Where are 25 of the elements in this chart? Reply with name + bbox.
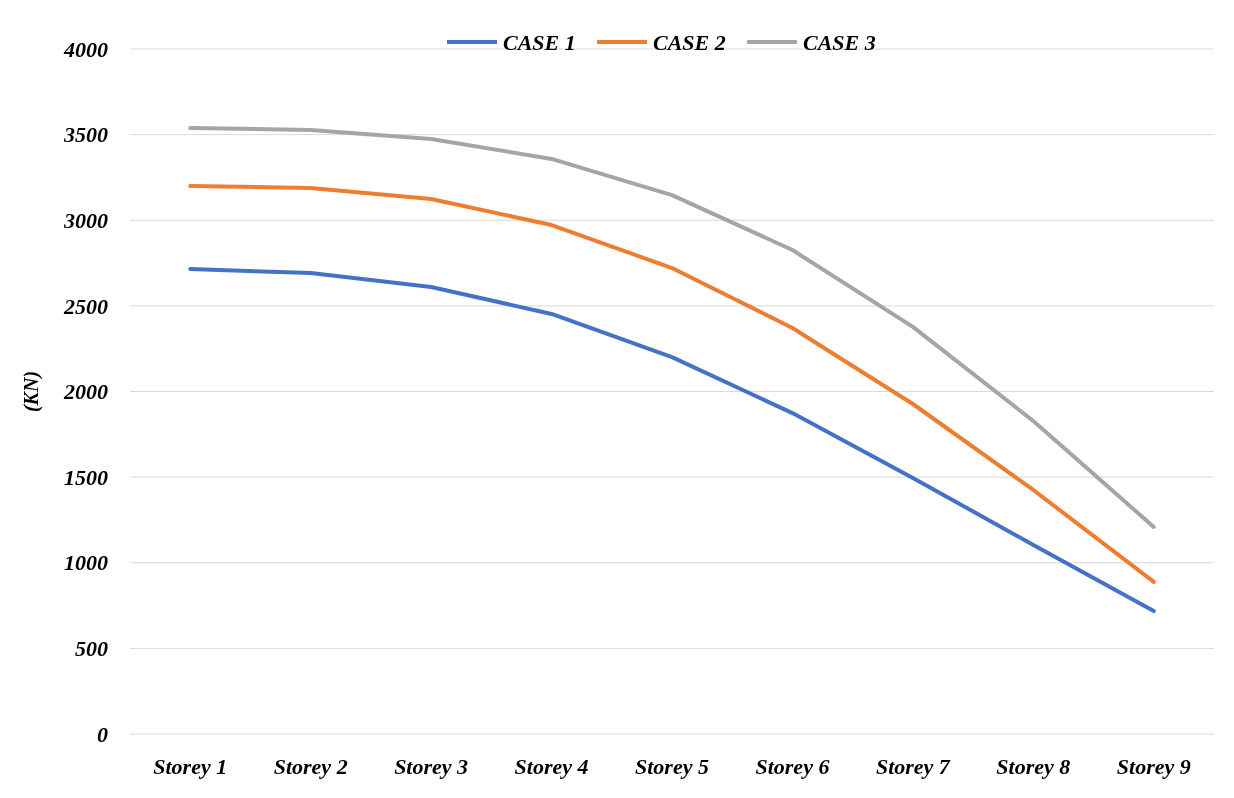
y-tick-label: 1000 — [64, 550, 108, 576]
line-series — [188, 267, 1156, 614]
y-tick-label: 3500 — [63, 122, 108, 148]
y-axis-title: (KN) — [20, 370, 43, 413]
legend-label: CASE 1 — [503, 29, 576, 55]
y-tick-label: 500 — [75, 636, 108, 662]
x-tick-label: Storey 7 — [875, 754, 951, 779]
x-tick-label: Storey 4 — [514, 754, 589, 779]
x-tick-label: Storey 9 — [1116, 754, 1191, 779]
x-tick-label: Storey 5 — [635, 754, 709, 779]
y-tick-label: 2500 — [63, 293, 108, 319]
y-tick-label: 1500 — [64, 464, 108, 490]
x-tick-label: Storey 8 — [996, 754, 1071, 779]
x-tick-label: Storey 1 — [153, 754, 228, 779]
legend-label: CASE 2 — [653, 29, 726, 55]
x-tick-label: Storey 2 — [273, 754, 348, 779]
line-series — [188, 184, 1156, 584]
y-tick-label: 3000 — [63, 207, 108, 233]
x-tick-label: Storey 6 — [755, 754, 830, 779]
line-series — [188, 125, 1156, 529]
legend-label: CASE 3 — [803, 29, 876, 55]
x-tick-label: Storey 3 — [394, 754, 469, 779]
y-tick-label: 0 — [97, 721, 108, 747]
y-tick-label: 2000 — [63, 379, 108, 405]
y-tick-label: 4000 — [63, 36, 108, 62]
